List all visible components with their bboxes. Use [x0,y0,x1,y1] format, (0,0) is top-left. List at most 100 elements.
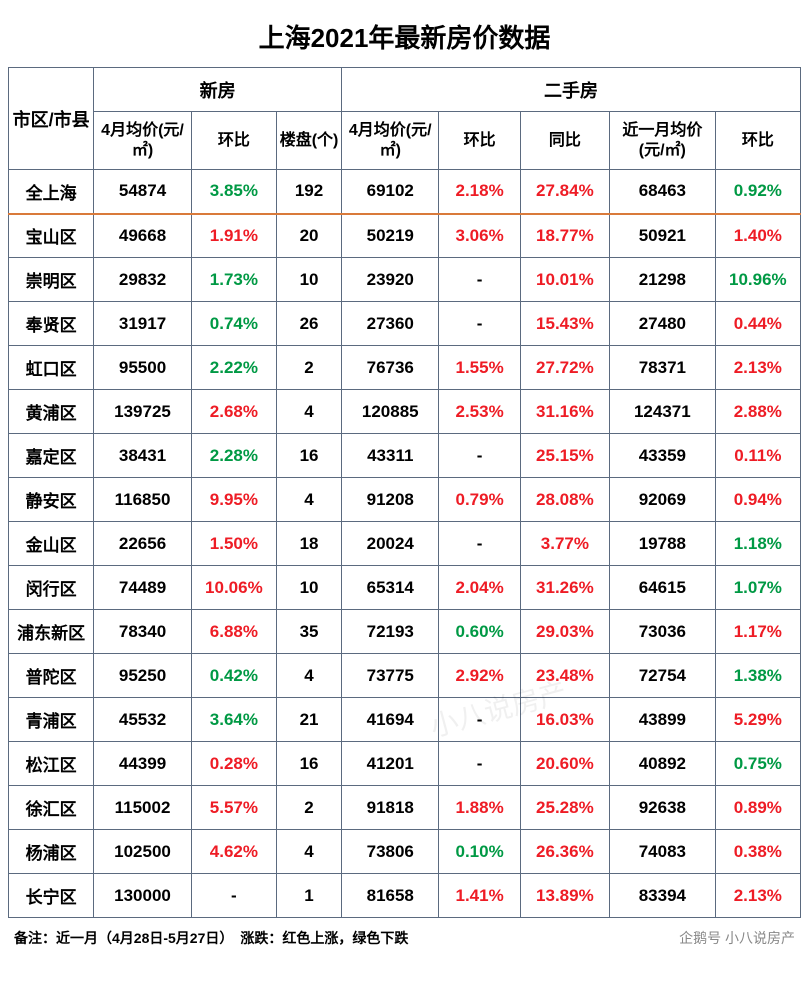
cell-sh-price: 76736 [342,346,439,390]
header-second-hand: 二手房 [342,68,801,112]
cell-sh-recent-price: 43899 [610,698,716,742]
cell-sh-mom: - [439,522,520,566]
cell-sh-recent-mom: 10.96% [715,258,800,302]
cell-sh-yoy: 26.36% [520,830,609,874]
page-title: 上海2021年最新房价数据 [8,8,801,67]
cell-sh-recent-mom: 0.44% [715,302,800,346]
cell-sh-price: 72193 [342,610,439,654]
cell-new-price: 130000 [94,874,191,918]
cell-district: 嘉定区 [9,434,94,478]
cell-new-price: 38431 [94,434,191,478]
cell-sh-recent-mom: 0.92% [715,170,800,214]
table-row: 青浦区455323.64%2141694-16.03%438995.29% [9,698,801,742]
cell-new-mom: 0.74% [191,302,276,346]
header-sh-price: 4月均价(元/㎡) [342,112,439,170]
cell-sh-price: 20024 [342,522,439,566]
cell-sh-mom: - [439,742,520,786]
cell-new-mom: 9.95% [191,478,276,522]
cell-new-mom: 5.57% [191,786,276,830]
cell-sh-mom: 3.06% [439,214,520,258]
cell-new-price: 102500 [94,830,191,874]
cell-new-count: 10 [277,566,342,610]
cell-sh-yoy: 29.03% [520,610,609,654]
header-new-price: 4月均价(元/㎡) [94,112,191,170]
cell-district: 松江区 [9,742,94,786]
cell-new-price: 29832 [94,258,191,302]
cell-sh-recent-price: 68463 [610,170,716,214]
table-row: 普陀区952500.42%4737752.92%23.48%727541.38% [9,654,801,698]
cell-sh-price: 81658 [342,874,439,918]
table-row: 浦东新区783406.88%35721930.60%29.03%730361.1… [9,610,801,654]
cell-new-price: 78340 [94,610,191,654]
cell-sh-yoy: 31.26% [520,566,609,610]
cell-sh-recent-mom: 2.88% [715,390,800,434]
cell-sh-recent-mom: 2.13% [715,874,800,918]
cell-new-mom: 2.28% [191,434,276,478]
cell-sh-mom: - [439,302,520,346]
cell-district: 奉贤区 [9,302,94,346]
cell-new-mom: 1.91% [191,214,276,258]
cell-sh-price: 65314 [342,566,439,610]
cell-sh-price: 41201 [342,742,439,786]
table-row: 长宁区130000-1816581.41%13.89%833942.13% [9,874,801,918]
cell-new-count: 18 [277,522,342,566]
table-row: 黄浦区1397252.68%41208852.53%31.16%1243712.… [9,390,801,434]
cell-sh-recent-price: 21298 [610,258,716,302]
footer-note: 备注：近一月（4月28日-5月27日） 涨跌：红色上涨，绿色下跌 [14,928,408,948]
cell-new-mom: - [191,874,276,918]
cell-district: 普陀区 [9,654,94,698]
header-district: 市区/市县 [9,68,94,170]
cell-new-count: 16 [277,742,342,786]
cell-sh-mom: 1.55% [439,346,520,390]
cell-district: 闵行区 [9,566,94,610]
cell-new-price: 44399 [94,742,191,786]
cell-new-mom: 10.06% [191,566,276,610]
cell-new-mom: 3.64% [191,698,276,742]
cell-new-mom: 2.68% [191,390,276,434]
cell-sh-yoy: 13.89% [520,874,609,918]
cell-sh-mom: - [439,258,520,302]
cell-sh-recent-price: 92069 [610,478,716,522]
cell-new-count: 20 [277,214,342,258]
cell-sh-yoy: 20.60% [520,742,609,786]
cell-sh-yoy: 27.84% [520,170,609,214]
cell-new-price: 54874 [94,170,191,214]
cell-sh-recent-price: 73036 [610,610,716,654]
cell-sh-yoy: 25.15% [520,434,609,478]
cell-sh-yoy: 31.16% [520,390,609,434]
cell-sh-mom: 2.53% [439,390,520,434]
cell-new-price: 95500 [94,346,191,390]
cell-new-count: 1 [277,874,342,918]
table-row: 宝山区496681.91%20502193.06%18.77%509211.40… [9,214,801,258]
table-row: 静安区1168509.95%4912080.79%28.08%920690.94… [9,478,801,522]
price-table: 市区/市县 新房 二手房 4月均价(元/㎡) 环比 楼盘(个) 4月均价(元/㎡… [8,67,801,918]
cell-sh-recent-price: 92638 [610,786,716,830]
cell-district: 金山区 [9,522,94,566]
cell-new-mom: 0.42% [191,654,276,698]
cell-new-mom: 0.28% [191,742,276,786]
table-row: 闵行区7448910.06%10653142.04%31.26%646151.0… [9,566,801,610]
cell-new-mom: 1.50% [191,522,276,566]
table-row: 崇明区298321.73%1023920-10.01%2129810.96% [9,258,801,302]
cell-new-count: 192 [277,170,342,214]
table-row: 徐汇区1150025.57%2918181.88%25.28%926380.89… [9,786,801,830]
cell-sh-yoy: 27.72% [520,346,609,390]
cell-district: 浦东新区 [9,610,94,654]
cell-new-count: 35 [277,610,342,654]
cell-new-price: 49668 [94,214,191,258]
header-new-mom: 环比 [191,112,276,170]
cell-new-price: 22656 [94,522,191,566]
cell-sh-yoy: 23.48% [520,654,609,698]
cell-sh-recent-price: 74083 [610,830,716,874]
cell-new-price: 95250 [94,654,191,698]
cell-sh-mom: 1.88% [439,786,520,830]
cell-sh-recent-mom: 0.94% [715,478,800,522]
cell-new-count: 21 [277,698,342,742]
cell-new-count: 10 [277,258,342,302]
cell-sh-recent-price: 124371 [610,390,716,434]
cell-new-mom: 1.73% [191,258,276,302]
cell-sh-price: 91818 [342,786,439,830]
cell-sh-recent-mom: 0.89% [715,786,800,830]
cell-sh-yoy: 18.77% [520,214,609,258]
cell-sh-recent-price: 50921 [610,214,716,258]
